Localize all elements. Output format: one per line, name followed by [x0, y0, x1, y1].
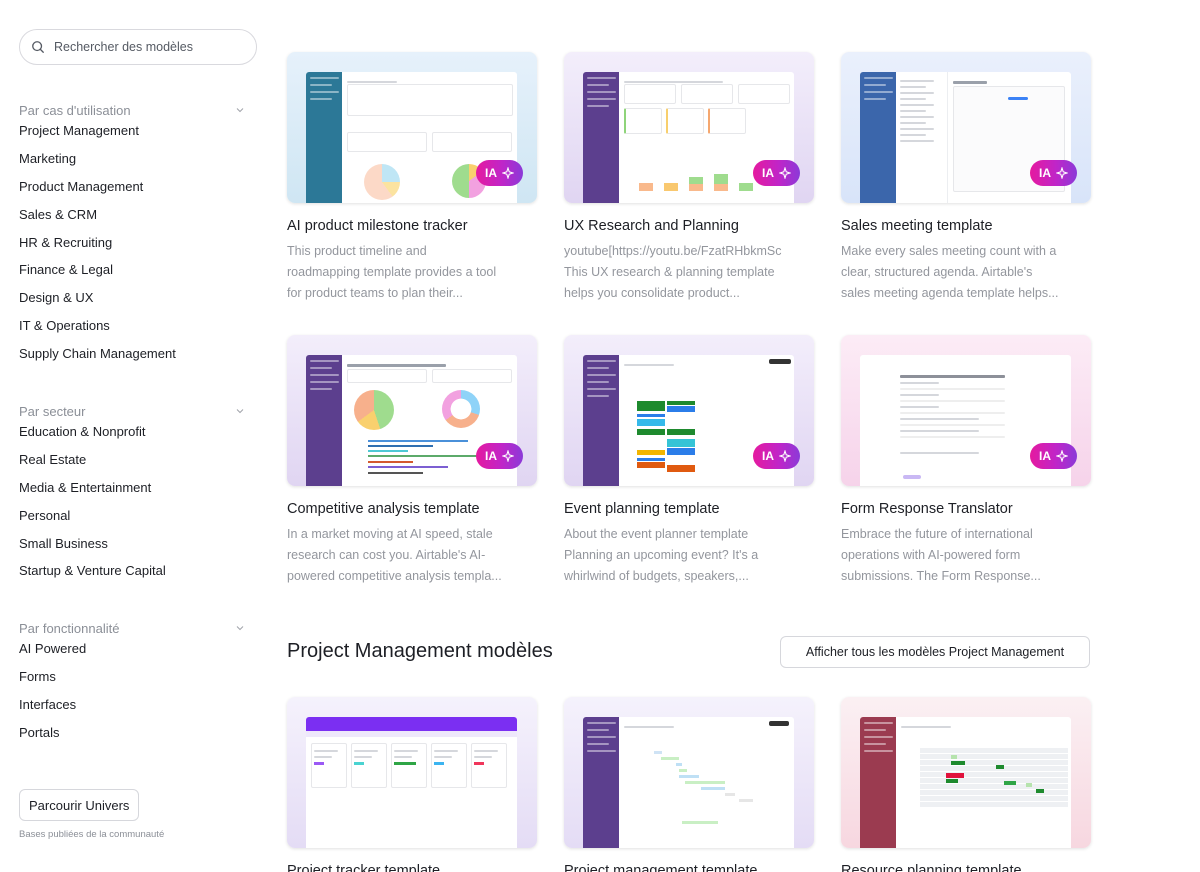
preview-screenshot: [583, 717, 794, 848]
sidebar-item-small-business[interactable]: Small Business: [19, 535, 108, 551]
sidebar-item-interfaces[interactable]: Interfaces: [19, 696, 77, 712]
template-thumbnail[interactable]: [841, 697, 1091, 848]
template-thumbnail[interactable]: IA: [841, 52, 1091, 203]
universe-caption: Bases publiées de la communauté: [19, 829, 165, 840]
template-thumbnail[interactable]: IA: [564, 335, 814, 486]
preview-screenshot: [306, 72, 517, 203]
template-title[interactable]: Project management template: [564, 863, 758, 872]
template-thumbnail[interactable]: IA: [564, 52, 814, 203]
sidebar-item-it-operations[interactable]: IT & Operations: [19, 318, 110, 334]
template-title[interactable]: Resource planning template: [841, 863, 1022, 872]
template-description: Embrace the future of international oper…: [841, 527, 1041, 583]
template-description: youtube[https://youtu.be/FzatRHbkmSc Thi…: [564, 244, 782, 300]
chevron-down-icon[interactable]: [235, 623, 245, 633]
ai-badge-label: IA: [762, 166, 774, 180]
browse-universe-button[interactable]: Parcourir Univers: [19, 789, 140, 821]
sidebar-item-real-estate[interactable]: Real Estate: [19, 451, 87, 467]
preview-screenshot: [306, 355, 517, 486]
sparkle-icon: [779, 450, 791, 462]
ai-badge: IA: [753, 160, 800, 186]
template-description: In a market moving at AI speed, stale re…: [287, 527, 502, 583]
template-thumbnail[interactable]: [287, 697, 537, 848]
template-card[interactable]: IA Form Response Translator Embrace the …: [841, 335, 1091, 587]
preview-screenshot: [306, 717, 517, 848]
preview-screenshot: [860, 717, 1071, 848]
template-title[interactable]: Competitive analysis template: [287, 501, 480, 517]
template-card[interactable]: IA Sales meeting template Make every sal…: [841, 52, 1091, 304]
template-card[interactable]: IA Event planning template About the eve…: [564, 335, 814, 587]
see-all-project-management-button[interactable]: Afficher tous les modèles Project Manage…: [780, 636, 1090, 668]
template-description: Make every sales meeting count with a cl…: [841, 244, 1059, 300]
sparkle-icon: [779, 167, 791, 179]
ai-badge-label: IA: [485, 166, 497, 180]
filter-group-header[interactable]: Par fonctionnalité: [19, 620, 245, 636]
template-thumbnail[interactable]: [564, 697, 814, 848]
filter-group-header[interactable]: Par secteur: [19, 403, 245, 419]
sidebar-item-project-management[interactable]: Project Management: [19, 123, 139, 138]
template-card[interactable]: IA Competitive analysis template In a ma…: [287, 335, 537, 587]
template-description: This product timeline and roadmapping te…: [287, 244, 497, 300]
filter-group-use-case: Par cas d'utilisation Project Management…: [19, 102, 245, 372]
template-title[interactable]: Sales meeting template: [841, 218, 993, 234]
chevron-down-icon[interactable]: [235, 105, 245, 115]
template-card[interactable]: IA UX Research and Planning youtube[http…: [564, 52, 814, 304]
sparkle-icon: [502, 167, 514, 179]
ai-badge: IA: [753, 443, 800, 469]
template-thumbnail[interactable]: IA: [287, 335, 537, 486]
template-title[interactable]: Event planning template: [564, 501, 720, 517]
sidebar-item-design-ux[interactable]: Design & UX: [19, 290, 94, 306]
template-title[interactable]: Project tracker template: [287, 863, 441, 872]
section-title: Project Management modèles: [287, 640, 553, 662]
sparkle-icon: [1056, 450, 1068, 462]
template-sidebar: Par cas d'utilisation Project Management…: [0, 0, 270, 872]
filter-group-feature: Par fonctionnalité AI Powered Forms Inte…: [19, 620, 245, 751]
template-title[interactable]: UX Research and Planning: [564, 218, 739, 234]
preview-screenshot: [583, 72, 794, 203]
template-thumbnail[interactable]: IA: [287, 52, 537, 203]
sidebar-item-personal[interactable]: Personal: [19, 507, 71, 523]
sidebar-item-ai-powered[interactable]: AI Powered: [19, 641, 87, 656]
sidebar-item-supply-chain[interactable]: Supply Chain Management: [19, 346, 176, 362]
ai-badge-label: IA: [762, 449, 774, 463]
filter-group-title: Par cas d'utilisation: [19, 102, 131, 118]
ai-badge-label: IA: [485, 449, 497, 463]
sidebar-item-marketing[interactable]: Marketing: [19, 150, 77, 166]
sidebar-item-startup-vc[interactable]: Startup & Venture Capital: [19, 563, 166, 579]
sidebar-item-sales-crm[interactable]: Sales & CRM: [19, 206, 98, 222]
ai-badge-label: IA: [1039, 166, 1051, 180]
ai-badge: IA: [1030, 443, 1077, 469]
chevron-down-icon[interactable]: [235, 406, 245, 416]
sidebar-item-education[interactable]: Education & Nonprofit: [19, 424, 146, 439]
search-input[interactable]: [54, 40, 244, 54]
sidebar-item-product-management[interactable]: Product Management: [19, 178, 144, 194]
filter-group-header[interactable]: Par cas d'utilisation: [19, 102, 245, 118]
ai-badge: IA: [476, 443, 523, 469]
sparkle-icon: [1056, 167, 1068, 179]
sidebar-item-finance-legal[interactable]: Finance & Legal: [19, 262, 113, 278]
template-card[interactable]: IA AI product milestone tracker This pro…: [287, 52, 537, 304]
template-title[interactable]: AI product milestone tracker: [287, 218, 468, 234]
sidebar-item-forms[interactable]: Forms: [19, 668, 56, 684]
ai-badge: IA: [476, 160, 523, 186]
template-card[interactable]: Resource planning template: [841, 697, 1091, 872]
ai-badge: IA: [1030, 160, 1077, 186]
filter-group-title: Par fonctionnalité: [19, 620, 120, 636]
search-box[interactable]: [19, 29, 257, 65]
template-title[interactable]: Form Response Translator: [841, 501, 1013, 517]
template-card[interactable]: Project tracker template: [287, 697, 537, 872]
filter-group-title: Par secteur: [19, 403, 86, 419]
search-icon: [32, 41, 44, 53]
sidebar-item-media[interactable]: Media & Entertainment: [19, 479, 152, 495]
template-thumbnail[interactable]: IA: [841, 335, 1091, 486]
template-description: About the event planner template Plannin…: [564, 527, 759, 583]
sparkle-icon: [502, 450, 514, 462]
filter-group-industry: Par secteur Education & Nonprofit Real E…: [19, 403, 245, 589]
preview-screenshot: [860, 72, 1071, 203]
ai-badge-label: IA: [1039, 449, 1051, 463]
sidebar-item-hr-recruiting[interactable]: HR & Recruiting: [19, 234, 113, 250]
template-card[interactable]: Project management template: [564, 697, 814, 872]
sidebar-item-portals[interactable]: Portals: [19, 724, 60, 740]
